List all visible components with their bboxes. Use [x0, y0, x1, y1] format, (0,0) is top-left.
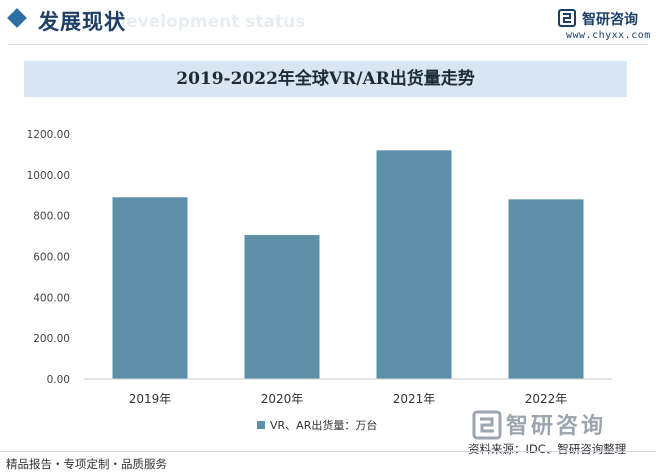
y-tick-label: 400.00: [33, 292, 70, 304]
footer-divider: [0, 451, 656, 452]
x-tick-label: 2020年: [261, 392, 304, 406]
y-tick-label: 800.00: [33, 211, 70, 223]
header-divider: [8, 44, 648, 45]
source-note: 资料来源：IDC、智研咨询整理: [468, 442, 627, 456]
brand-url: www.chyxx.com: [566, 30, 651, 41]
y-tick-label: 600.00: [33, 252, 70, 264]
y-tick-label: 200.00: [33, 333, 70, 345]
y-tick-label: 1000.00: [27, 170, 70, 182]
bar-3: [376, 150, 452, 379]
bar-4: [508, 199, 584, 379]
legend-swatch: [257, 421, 265, 429]
y-tick-label: 0.00: [47, 374, 70, 386]
x-tick-label: 2021年: [393, 392, 436, 406]
x-tick-label: 2022年: [525, 392, 568, 406]
x-tick-label: 2019年: [129, 392, 172, 406]
chart-title-band: [24, 61, 627, 97]
legend-label: VR、AR出货量：万台: [270, 418, 377, 432]
y-tick-label: 1200.00: [27, 129, 70, 141]
header-subtitle: Development status: [112, 12, 306, 32]
brand-name: 智研咨询: [582, 12, 638, 28]
chart-title: 2019-2022年全球VR/AR出货量走势: [176, 69, 475, 89]
footer-tagline: 精品报告・专项定制・品质服务: [6, 457, 167, 471]
footer-logo-icon: [472, 410, 502, 444]
page-header: Development status 发展现状 智研咨询 www.chyxx.c…: [0, 0, 656, 50]
header-title: 发展现状: [38, 10, 126, 34]
brand-logo-icon: [558, 9, 576, 27]
bar-1: [112, 197, 188, 379]
bar-2: [244, 235, 320, 379]
footer-logo-text: 智研咨询: [506, 414, 607, 439]
